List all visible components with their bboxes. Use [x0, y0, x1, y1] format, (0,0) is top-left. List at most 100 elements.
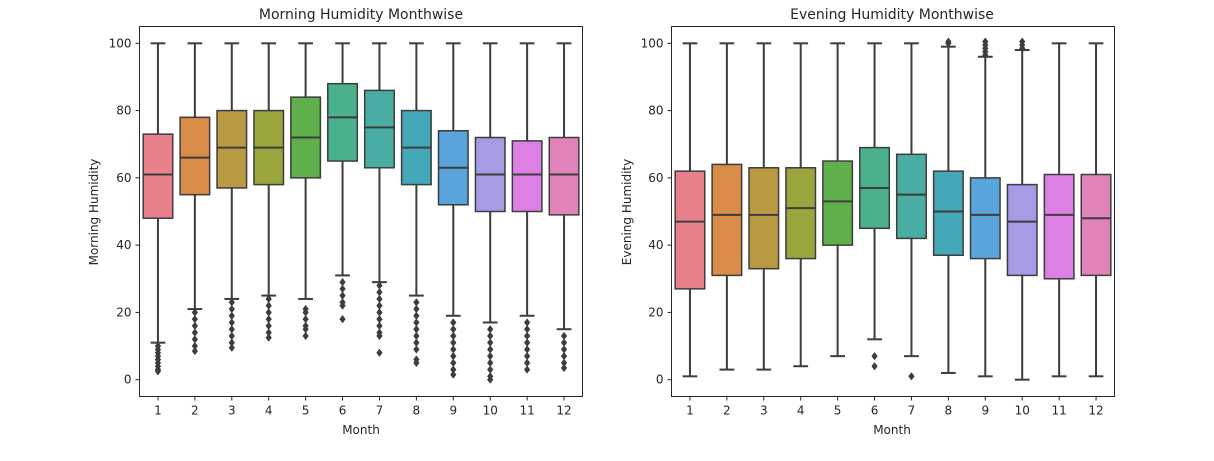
y-tick-label: 20 — [116, 305, 131, 319]
outlier-point — [560, 345, 568, 354]
outlier-point — [487, 325, 494, 334]
box-month-2 — [179, 116, 211, 196]
outlier-point — [523, 331, 531, 341]
outlier-point — [982, 37, 989, 46]
outlier-point — [376, 288, 383, 297]
outlier-point — [376, 328, 383, 337]
x-tick-label: 8 — [413, 404, 421, 418]
outlier-point — [487, 372, 494, 381]
x-tick-label: 2 — [191, 404, 199, 418]
outlier-point — [523, 345, 531, 354]
outlier-point — [339, 291, 346, 300]
box-month-3 — [216, 109, 248, 189]
x-tick-label: 8 — [945, 404, 953, 418]
outlier-point — [376, 308, 383, 317]
outlier-point — [560, 331, 568, 341]
outlier-point — [302, 321, 309, 331]
box-month-12 — [548, 136, 580, 216]
outlier-point — [376, 348, 383, 357]
x-tick-label: 10 — [483, 404, 498, 418]
outlier-point — [450, 358, 457, 368]
axes-frame — [671, 26, 1115, 397]
box-month-7 — [895, 153, 927, 240]
outlier-point — [487, 365, 494, 374]
outlier-point — [413, 311, 420, 320]
y-axis-label: Evening Humidity — [620, 159, 634, 265]
outlier-point — [265, 333, 272, 342]
y-tick-label: 40 — [116, 238, 131, 252]
outlier-point — [450, 365, 457, 374]
outlier-point — [191, 346, 199, 356]
outlier-point — [376, 281, 383, 290]
box-month-6 — [327, 82, 359, 162]
y-tick-label: 60 — [116, 171, 131, 185]
outlier-point — [908, 372, 915, 381]
y-tick-label: 80 — [116, 104, 131, 118]
outlier-point — [265, 328, 272, 337]
outlier-point — [487, 345, 494, 354]
x-tick-label: 1 — [686, 404, 694, 418]
outlier-point — [376, 314, 383, 324]
y-tick-label: 40 — [648, 238, 663, 252]
box-month-1 — [142, 133, 174, 219]
box-month-3 — [748, 167, 780, 270]
outlier-point — [413, 304, 420, 314]
outlier-point — [265, 301, 272, 310]
outlier-point — [228, 304, 235, 314]
outlier-point — [945, 37, 952, 46]
outlier-point — [265, 321, 272, 331]
y-tick-label: 60 — [648, 171, 663, 185]
box-month-1 — [674, 170, 706, 290]
box-month-11 — [511, 140, 543, 213]
outlier-point — [154, 341, 162, 351]
box-month-12 — [1080, 173, 1112, 277]
outlier-point — [302, 314, 309, 324]
outlier-point — [191, 335, 199, 344]
outlier-point — [191, 321, 199, 331]
box-month-5 — [822, 160, 854, 246]
box-month-2 — [711, 163, 743, 277]
box-month-9 — [969, 177, 1001, 260]
outlier-point — [871, 351, 878, 361]
outlier-point — [265, 294, 272, 304]
outlier-point — [523, 318, 531, 327]
x-tick-label: 12 — [556, 404, 571, 418]
box-month-8 — [932, 170, 964, 256]
evening-humidity-panel: Evening Humidity Monthwise Month Evening… — [620, 7, 1115, 437]
outlier-point — [413, 338, 420, 347]
outlier-point — [523, 325, 531, 334]
outlier-point — [228, 318, 235, 327]
outlier-point — [450, 351, 457, 361]
x-tick-label: 11 — [519, 404, 534, 418]
outlier-point — [191, 314, 199, 324]
outlier-point — [302, 304, 309, 314]
x-tick-label: 7 — [376, 404, 384, 418]
outlier-point — [487, 358, 494, 368]
box-month-11 — [1043, 173, 1075, 280]
outlier-point — [560, 358, 568, 368]
outlier-point — [487, 338, 494, 347]
outlier-point — [450, 325, 457, 334]
x-tick-label: 4 — [797, 404, 805, 418]
outlier-point — [302, 331, 309, 341]
outlier-point — [339, 314, 346, 324]
outlier-point — [376, 321, 383, 331]
outlier-point — [871, 362, 878, 371]
x-axis-label: Month — [873, 423, 911, 437]
outlier-point — [450, 345, 457, 354]
chart-title: Evening Humidity Monthwise — [790, 7, 994, 23]
x-tick-label: 2 — [723, 404, 731, 418]
outlier-point — [523, 365, 531, 374]
outlier-point — [450, 331, 457, 341]
box-month-7 — [363, 89, 395, 169]
box-month-10 — [1006, 183, 1038, 277]
x-tick-label: 5 — [834, 404, 842, 418]
x-tick-label: 9 — [449, 404, 457, 418]
outlier-point — [523, 351, 531, 361]
box-month-4 — [785, 167, 817, 260]
y-tick-label: 100 — [641, 36, 664, 50]
x-tick-label: 12 — [1088, 404, 1103, 418]
